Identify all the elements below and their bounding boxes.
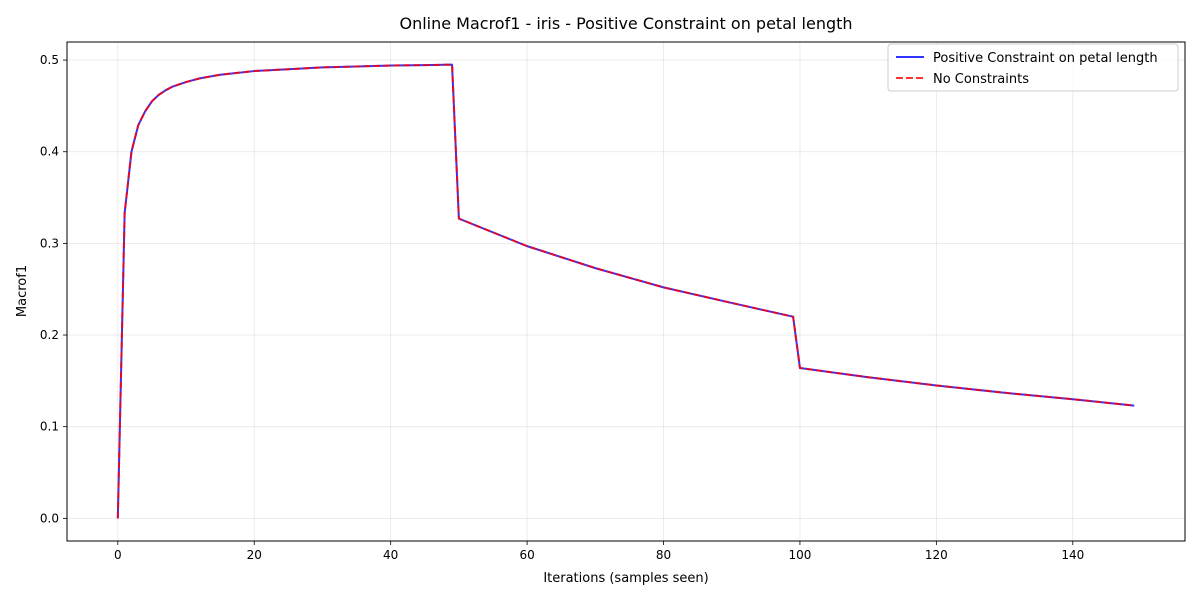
- y-axis: 0.0 0.1 0.2 0.3 0.4 0.5: [40, 53, 67, 525]
- legend-box: [887, 43, 1179, 92]
- axes-frame: [66, 41, 1186, 542]
- y-tick-label: 0.5: [40, 53, 59, 67]
- x-tick-label: 100: [788, 548, 811, 562]
- y-tick-label: 0.1: [40, 420, 59, 434]
- y-axis-label: Macrof1: [15, 265, 30, 317]
- x-axis: 0 20 40 60 80 100 120 140: [114, 541, 1084, 562]
- legend-label: No Constraints: [933, 72, 1029, 87]
- x-axis-label: Iterations (samples seen): [543, 571, 708, 586]
- x-tick-label: 40: [383, 548, 398, 562]
- x-tick-label: 20: [247, 548, 262, 562]
- legend: Positive Constraint on petal length No Co…: [887, 43, 1179, 92]
- legend-label: Positive Constraint on petal length: [933, 51, 1158, 66]
- series-line-2: [116, 63, 1135, 519]
- y-tick-label: 0.4: [40, 145, 59, 159]
- x-tick-label: 140: [1061, 548, 1084, 562]
- y-tick-label: 0.2: [40, 328, 59, 342]
- x-tick-label: 0: [114, 548, 122, 562]
- grid: [67, 42, 1185, 541]
- y-tick-label: 0.3: [40, 236, 59, 250]
- series-group: [116, 63, 1135, 519]
- y-tick-label: 0.0: [40, 511, 59, 525]
- x-tick-label: 120: [925, 548, 948, 562]
- x-tick-label: 60: [519, 548, 534, 562]
- chart-title: Online Macrof1 - iris - Positive Constra…: [399, 14, 852, 33]
- x-tick-label: 80: [656, 548, 671, 562]
